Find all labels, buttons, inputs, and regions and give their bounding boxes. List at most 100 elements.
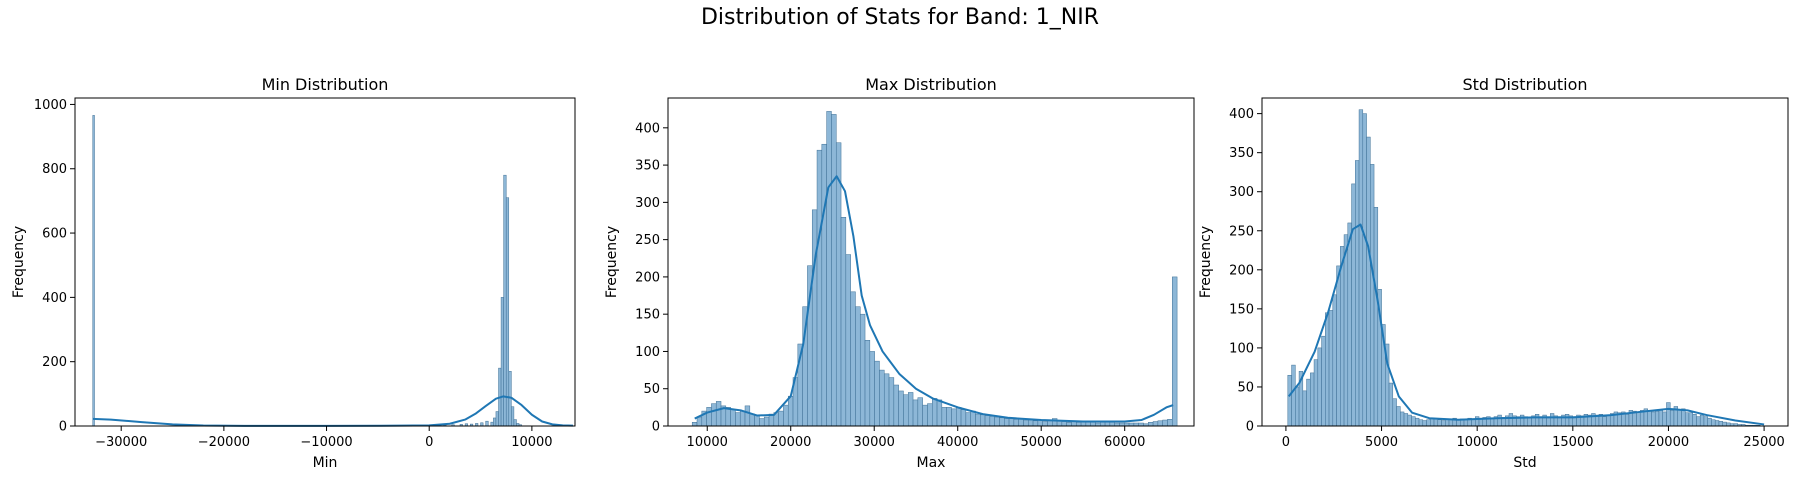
histogram-bar <box>1291 364 1296 427</box>
x-tick-label: 25000 <box>1743 435 1784 450</box>
histogram-bar <box>1302 390 1307 427</box>
x-tick-label: 5000 <box>1365 435 1398 450</box>
kde-line <box>694 175 1174 423</box>
y-tick-label: 400 <box>635 121 660 136</box>
histogram-bar <box>1317 347 1322 427</box>
histogram-bar <box>1336 265 1341 427</box>
y-tick-label: 300 <box>635 196 660 211</box>
histogram-bar <box>1396 406 1401 427</box>
y-tick-label: 50 <box>1237 380 1254 395</box>
histogram-bar <box>1407 414 1412 427</box>
y-tick-label: 0 <box>1246 420 1254 435</box>
histogram-bar <box>1662 411 1667 427</box>
histogram-bar <box>1624 414 1630 427</box>
histogram-bar <box>1355 160 1360 427</box>
histogram-bar <box>1647 410 1652 427</box>
histogram-bar <box>1711 419 1716 427</box>
histogram-bar <box>1332 294 1337 427</box>
x-tick-label: 10000 <box>687 435 728 450</box>
y-tick-label: 350 <box>1229 146 1254 161</box>
histogram-bar <box>1411 416 1416 427</box>
axes-frame <box>667 97 1195 427</box>
histogram-bar <box>1707 417 1712 427</box>
histogram-bar <box>1358 109 1364 427</box>
histogram-bar <box>1666 402 1671 427</box>
x-tick-label: 40000 <box>937 435 978 450</box>
histogram-bar <box>1681 408 1686 427</box>
kde-line <box>92 395 573 427</box>
y-tick-label: 200 <box>42 355 67 370</box>
histogram-bar <box>1392 398 1397 427</box>
histogram-bar <box>1550 413 1555 427</box>
histogram-bar <box>1340 246 1345 427</box>
y-axis-label: Frequency <box>1198 226 1214 298</box>
histogram-bar <box>1692 414 1697 427</box>
histogram-bar <box>1403 413 1409 427</box>
histogram-bar <box>1508 413 1514 427</box>
histogram-bar <box>1636 411 1641 427</box>
histogram-bar <box>1654 410 1660 427</box>
y-tick-label: 50 <box>643 382 660 397</box>
histogram-bars <box>1287 109 1761 427</box>
y-tick-label: 300 <box>1229 185 1254 200</box>
x-axis-label: Std <box>1513 455 1536 471</box>
histogram-bar <box>1366 136 1371 427</box>
chart-title: Max Distribution <box>865 75 997 94</box>
y-tick-label: 400 <box>42 291 67 306</box>
histogram-bar <box>1535 414 1540 427</box>
y-tick-label: 250 <box>635 233 660 248</box>
histogram-bar <box>1388 382 1394 427</box>
histogram-bar <box>1714 420 1720 427</box>
y-tick-label: 100 <box>1229 341 1254 356</box>
histogram-bar <box>1463 419 1469 427</box>
histogram-bar <box>1313 359 1319 427</box>
histogram-bar <box>1306 378 1311 427</box>
y-axis-label: Frequency <box>604 226 620 298</box>
y-tick-label: 1000 <box>34 98 67 113</box>
histogram-bar <box>1445 419 1450 427</box>
x-tick-label: 60000 <box>1104 435 1145 450</box>
x-tick-label: −10000 <box>300 435 352 450</box>
y-tick-label: 150 <box>1229 302 1254 317</box>
histogram-bar <box>1602 416 1607 427</box>
chart-title: Std Distribution <box>1462 75 1587 94</box>
histogram-bar <box>1684 412 1690 427</box>
x-tick-label: 0 <box>1282 435 1290 450</box>
histogram-bar <box>1677 409 1682 427</box>
histogram-bar <box>1527 417 1532 427</box>
histogram-bar <box>1373 207 1379 427</box>
histogram-bar <box>1564 414 1570 427</box>
x-tick-label: 0 <box>425 435 433 450</box>
histogram-bar <box>1321 335 1326 427</box>
max-distribution-chart: 10000 20000 30000 40000 50000 60000 0 50 100 150 2… <box>604 75 1195 471</box>
x-tick-label: −20000 <box>198 435 250 450</box>
histogram-bar <box>1669 410 1675 427</box>
histogram-bar <box>1718 421 1723 427</box>
x-tick-label: 10000 <box>511 435 552 450</box>
chart-title: Min Distribution <box>262 75 389 94</box>
axes-frame <box>74 97 576 427</box>
histogram-bar <box>1400 411 1405 427</box>
figure-title: Distribution of Stats for Band: 1_NIR <box>700 5 1100 30</box>
histogram-bar <box>1343 234 1349 427</box>
y-tick-label: 150 <box>635 308 660 323</box>
y-tick-label: 200 <box>1229 263 1254 278</box>
kde-line <box>1287 223 1765 426</box>
histogram-bar <box>1606 414 1611 427</box>
histogram-bar <box>1651 411 1656 427</box>
y-tick-label: 800 <box>42 162 67 177</box>
y-tick-label: 350 <box>635 159 660 174</box>
y-tick-label: 0 <box>59 420 67 435</box>
histogram-bar <box>1722 421 1727 427</box>
y-tick-label: 100 <box>635 345 660 360</box>
histogram-bar <box>1448 419 1454 427</box>
x-tick-label: −30000 <box>95 435 147 450</box>
x-tick-label: 50000 <box>1021 435 1062 450</box>
y-tick-label: 200 <box>635 270 660 285</box>
histogram-bar <box>1437 419 1442 427</box>
histogram-bar <box>1658 410 1663 427</box>
y-tick-label: 0 <box>652 420 660 435</box>
histogram-bar <box>1418 419 1424 427</box>
